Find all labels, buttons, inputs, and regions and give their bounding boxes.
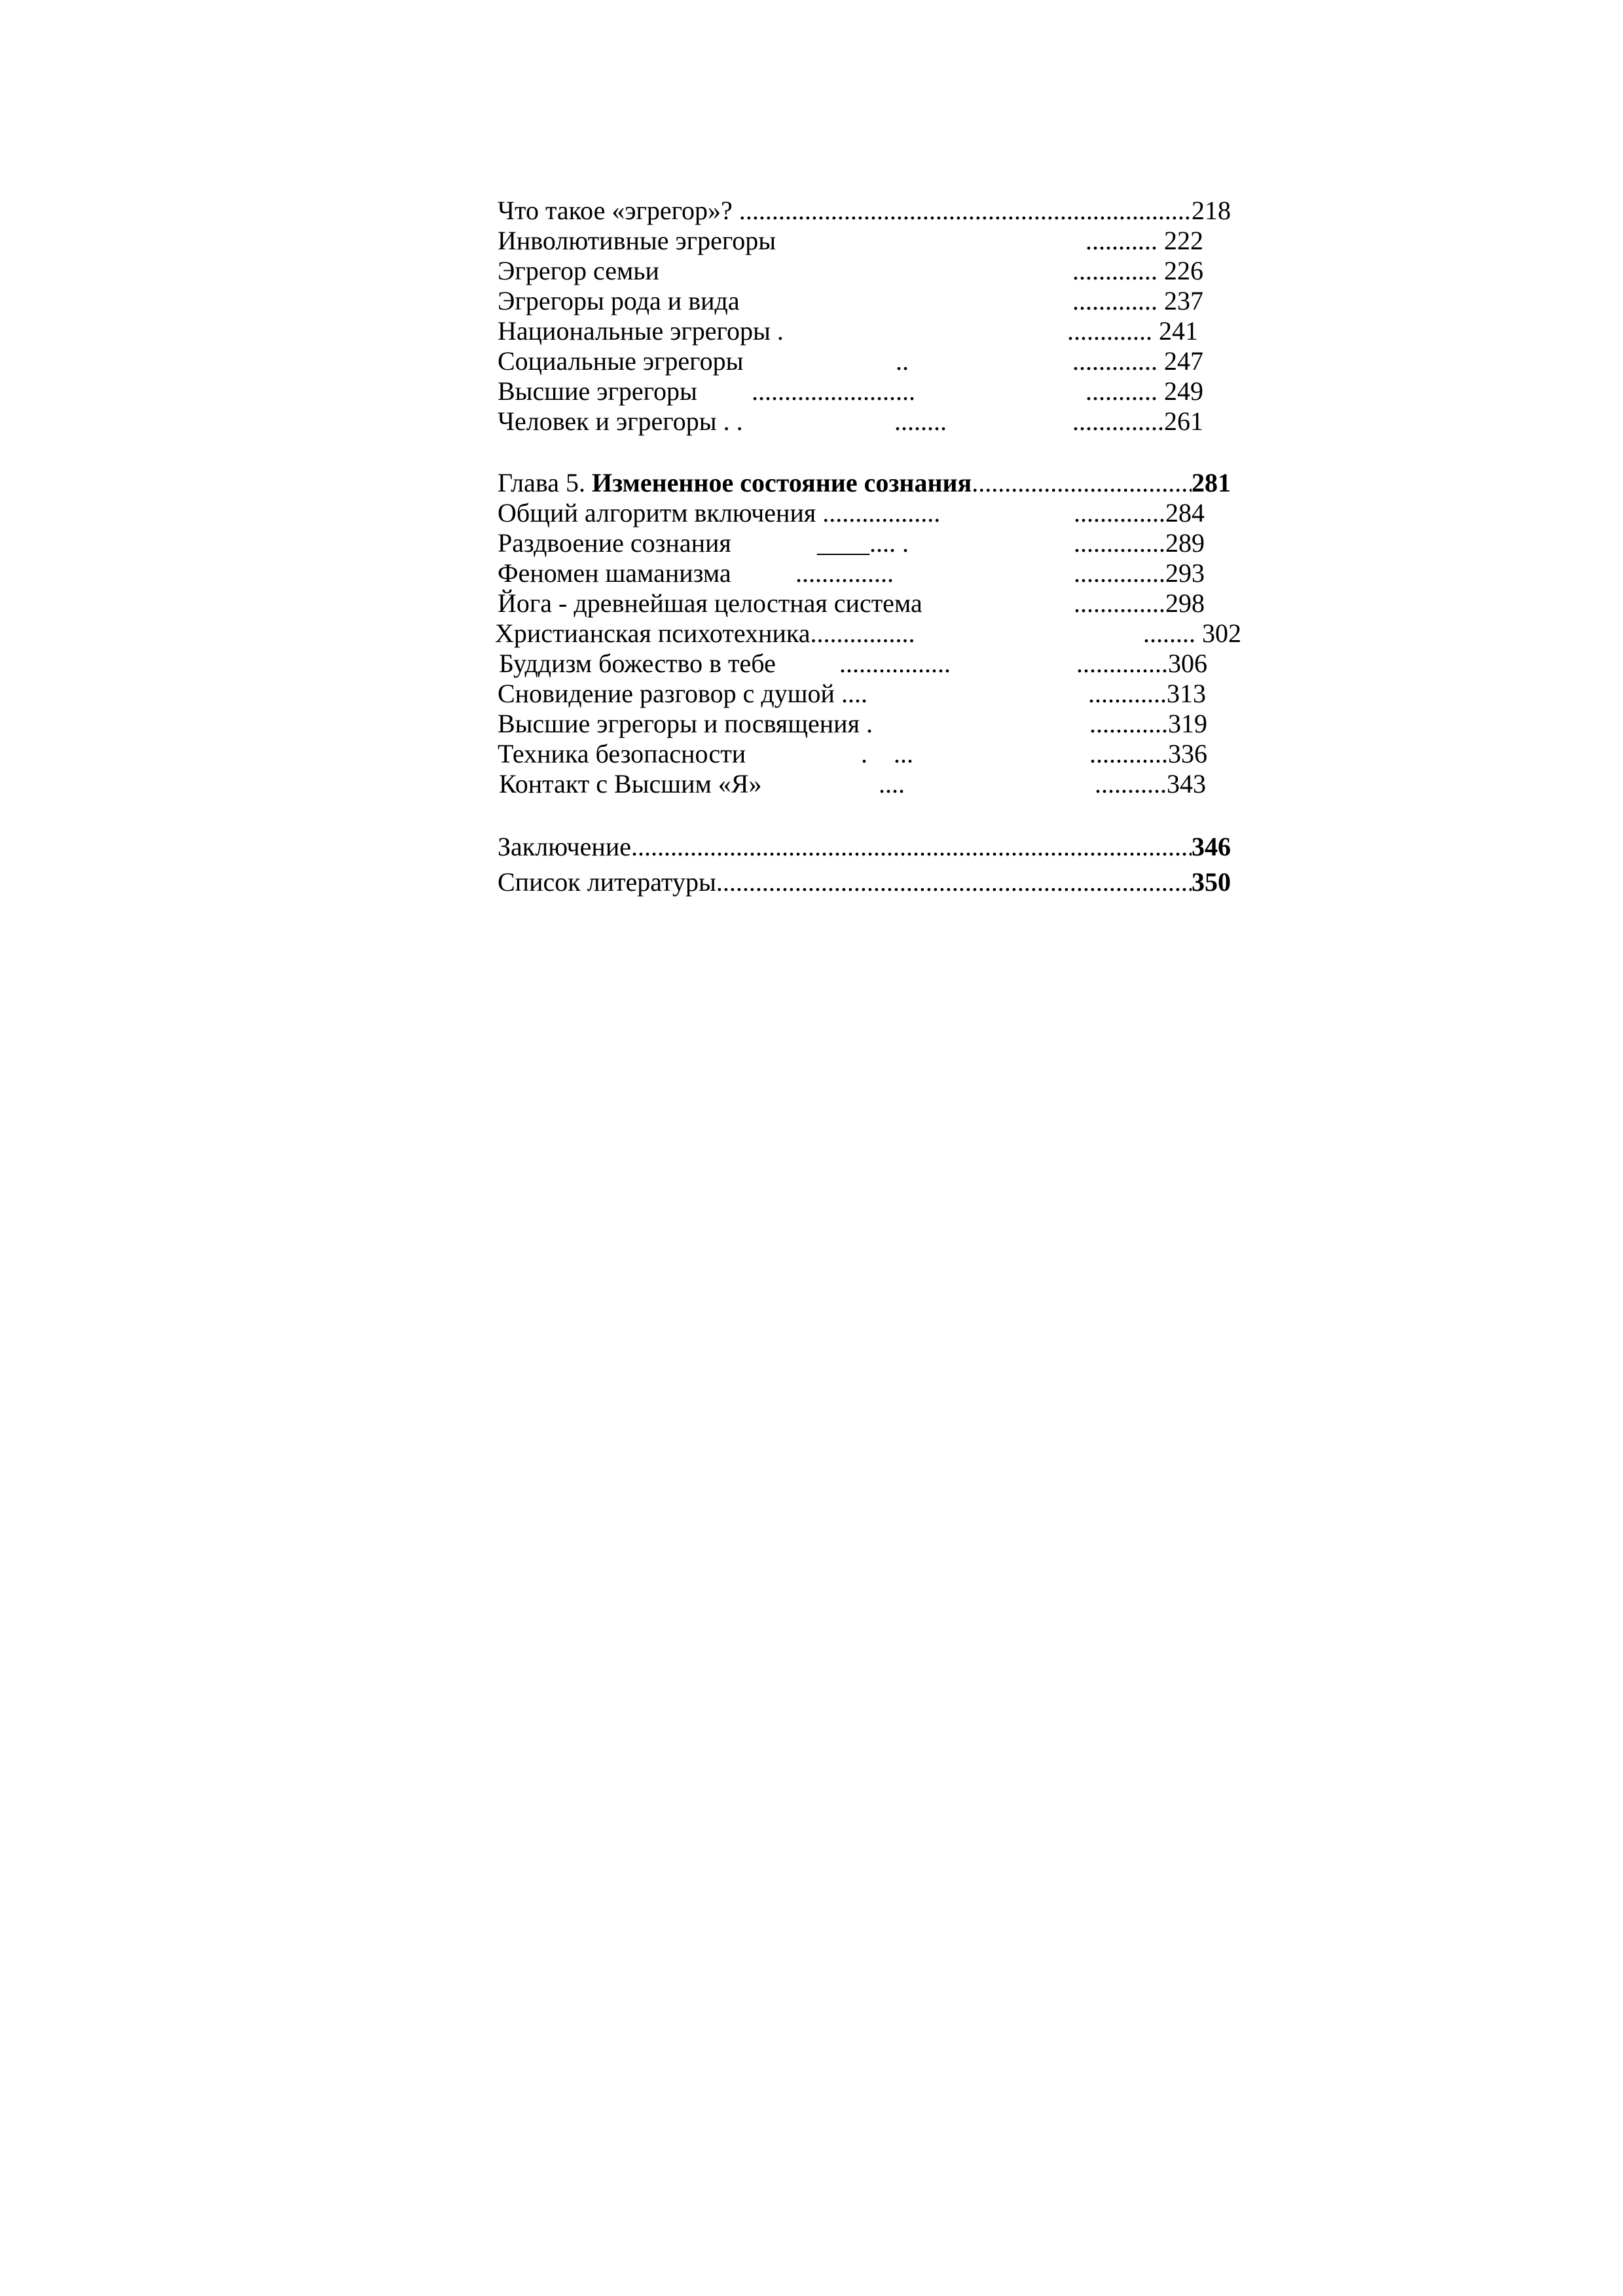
- toc-entry-page: 350: [1192, 867, 1231, 897]
- toc-entry-title: Сновидение разговор с душой ....: [498, 679, 867, 708]
- toc-entry-title: Раздвоение сознания: [498, 528, 731, 558]
- toc-entry-page: ...........343: [1095, 769, 1206, 798]
- toc-entry-title: Йога - древнейшая целостная система: [498, 588, 922, 618]
- toc-entry: Контакт с Высшим «Я» .... ...........343: [499, 769, 1232, 799]
- toc-entry: Феномен шаманизма ............... ......…: [498, 558, 1231, 588]
- toc-entry-title: Человек и эгрегоры . .: [498, 406, 743, 436]
- toc-leader-dots: [972, 468, 1192, 498]
- chapter-title: Измененное состояние сознания: [591, 468, 972, 497]
- toc-entry-title: Буддизм божество в тебе: [499, 649, 776, 678]
- toc-entry-title: Список литературы: [498, 867, 716, 897]
- toc-stray-dots: . ...: [861, 739, 913, 768]
- toc-entry-title: Эгрегоры рода и вида: [498, 286, 740, 315]
- toc-entry-page: ........... 222: [1085, 226, 1203, 255]
- toc-entry-title: Феномен шаманизма: [498, 558, 731, 588]
- toc-entry-page: 346: [1192, 832, 1231, 861]
- toc-stray-dots: ____.... .: [817, 528, 909, 558]
- toc-entry: Эгрегор семьи ............. 226: [498, 256, 1231, 286]
- toc-entry-page: ............. 226: [1072, 256, 1203, 285]
- toc-entry: Общий алгоритм включения ...............…: [498, 498, 1231, 528]
- toc-entry-title: Что такое «эгрегор»? .: [498, 196, 746, 225]
- toc-entry-title: Инволютивные эгрегоры: [498, 226, 776, 255]
- toc-entry: Высшие эгрегоры ........................…: [498, 376, 1231, 406]
- toc-entry: Инволютивные эгрегоры ........... 222: [498, 226, 1231, 256]
- toc-entry: Что такое «эгрегор»? . 218: [498, 196, 1231, 226]
- toc-entry-page: 218: [1192, 196, 1231, 225]
- toc-entry-page: ..............284: [1074, 498, 1205, 528]
- toc-entry-page: ............. 247: [1072, 346, 1203, 376]
- chapter-label: Глава 5. Измененное состояние сознания: [498, 468, 972, 498]
- toc-entry: Буддизм божество в тебе ................…: [499, 649, 1232, 679]
- toc-entry-page: ............336: [1089, 739, 1207, 768]
- toc-entry: Техника безопасности . ... ............3…: [498, 739, 1231, 769]
- toc-entry-title: Заключение: [498, 832, 631, 861]
- toc-entry-page: ..............306: [1076, 649, 1207, 678]
- toc-entry-page: ........... 249: [1085, 376, 1203, 406]
- toc-entry-page: ..............261: [1072, 406, 1203, 436]
- toc-stray-dots: ....: [879, 769, 905, 798]
- toc-entry: Социальные эгрегоры .. ............. 247: [498, 346, 1231, 376]
- toc-entry: Раздвоение сознания ____.... . .........…: [498, 528, 1231, 558]
- toc-chapter-heading: Глава 5. Измененное состояние сознания 2…: [498, 468, 1231, 498]
- toc-leader-dots: [746, 196, 1192, 226]
- toc-entry: Христианская психотехника...............…: [495, 619, 1241, 649]
- toc-entry-page: ............313: [1088, 679, 1206, 708]
- toc-entry: Йога - древнейшая целостная система ....…: [498, 588, 1231, 619]
- toc-entry-title: Эгрегор семьи: [498, 256, 659, 285]
- toc-entry: Высшие эгрегоры и посвящения . .........…: [498, 709, 1231, 739]
- toc-entry-page: ............. 241: [1067, 316, 1198, 346]
- toc-entry: Эгрегоры рода и вида ............. 237: [498, 286, 1231, 316]
- toc-stray-dots: ...............: [795, 558, 894, 588]
- toc-stray-dots: ..: [896, 346, 909, 376]
- toc-entry-page: ............319: [1089, 709, 1207, 738]
- toc-entry-page: ..............293: [1074, 558, 1205, 588]
- toc-leader-dots: [716, 867, 1192, 897]
- toc-entry-title: Техника безопасности: [498, 739, 746, 768]
- toc-entry-title: Контакт с Высшим «Я»: [499, 769, 762, 798]
- toc-entry-page: ..............298: [1074, 588, 1205, 618]
- toc-entry-title: Социальные эгрегоры: [498, 346, 744, 376]
- toc-entry: Национальные эгрегоры . ............. 24…: [498, 316, 1231, 346]
- toc-entry-title: Высшие эгрегоры и посвящения .: [498, 709, 873, 738]
- toc-conclusion: Заключение 346: [498, 832, 1231, 862]
- toc-entry-page: ..............289: [1074, 528, 1205, 558]
- toc-entry-title: Христианская психотехника...............…: [495, 619, 915, 648]
- toc-entry-page: ............. 237: [1072, 286, 1203, 315]
- toc-entry-page: 281: [1192, 468, 1231, 497]
- toc-entry: Человек и эгрегоры . . ........ ........…: [498, 406, 1231, 437]
- toc-entry-title: Высшие эгрегоры: [498, 376, 697, 406]
- toc-bibliography: Список литературы 350: [498, 867, 1231, 897]
- toc-entry-title: Национальные эгрегоры .: [498, 316, 784, 346]
- toc-leader-dots: [631, 832, 1192, 862]
- toc-stray-dots: .................: [839, 649, 951, 678]
- toc-entry-page: ........ 302: [1143, 619, 1241, 648]
- chapter-number: Глава 5.: [498, 468, 585, 497]
- toc-entry-title: Общий алгоритм включения ...............…: [498, 498, 941, 528]
- toc-entry: Сновидение разговор с душой .... .......…: [498, 679, 1231, 709]
- toc-stray-dots: ........: [894, 406, 947, 436]
- toc-stray-dots: .........................: [752, 376, 915, 406]
